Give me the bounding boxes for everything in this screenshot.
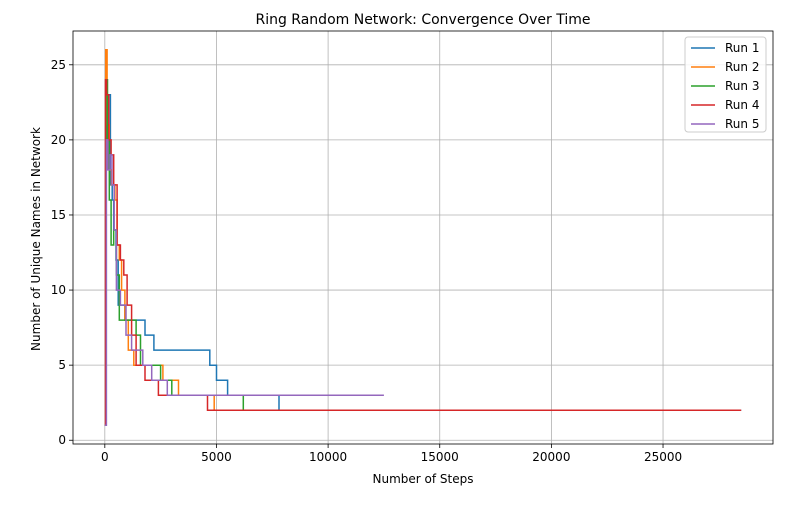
legend-label: Run 3 (725, 79, 759, 93)
x-tick-label: 25000 (644, 450, 682, 464)
x-tick-label: 5000 (201, 450, 232, 464)
legend-label: Run 4 (725, 98, 759, 112)
legend-box (684, 36, 767, 133)
legend-label: Run 1 (725, 41, 759, 55)
x-tick-label: 15000 (421, 450, 459, 464)
plot-frame (72, 30, 774, 445)
y-axis-label: Number of Unique Names in Network (29, 127, 43, 351)
y-tick-label: 0 (58, 433, 66, 447)
y-tick-label: 25 (51, 58, 66, 72)
y-tick-label: 20 (51, 133, 66, 147)
legend: Run 1 Run 2 Run 3 Run 4 Run 5 (684, 36, 767, 133)
x-tick-label: 0 (101, 450, 109, 464)
y-tick-label: 15 (51, 208, 66, 222)
grid (73, 31, 773, 444)
y-tick-label: 10 (51, 283, 66, 297)
chart-title: Ring Random Network: Convergence Over Ti… (255, 12, 590, 28)
plot-area (73, 31, 773, 444)
legend-label: Run 2 (725, 60, 759, 74)
legend-label: Run 5 (725, 117, 759, 131)
axis-ticks: 0 5000 10000 15000 20000 25000 0 5 10 15 20 25 (51, 58, 682, 464)
y-tick-label: 5 (58, 358, 66, 372)
x-tick-label: 10000 (309, 450, 347, 464)
series-line-run-5 (104, 139, 384, 426)
series-line-run-4 (104, 79, 742, 426)
x-tick-label: 20000 (532, 450, 570, 464)
x-axis-label: Number of Steps (373, 472, 474, 486)
series-lines (104, 49, 742, 426)
